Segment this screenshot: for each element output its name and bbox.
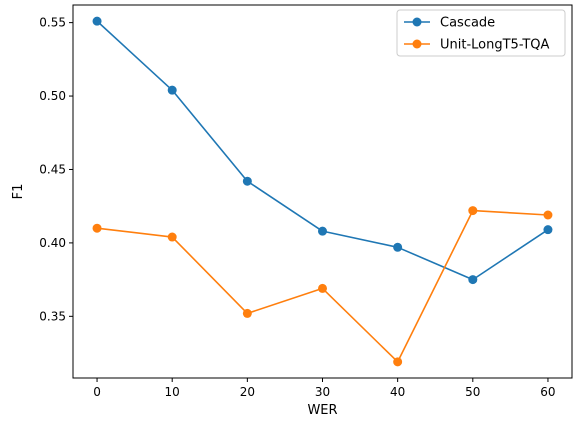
x-tick-label: 30 <box>315 385 330 399</box>
legend-label: Unit-LongT5-TQA <box>440 38 549 53</box>
legend-box <box>396 9 566 57</box>
series-unit-longt5-tqa <box>92 206 553 367</box>
y-tick-label: 0.45 <box>39 162 66 176</box>
series-cascade <box>92 16 553 285</box>
plot-frame <box>72 4 573 379</box>
series-layer <box>92 16 553 367</box>
legend-item: Cascade <box>404 16 495 31</box>
x-axis-label: WER <box>307 403 337 418</box>
data-point-cascade <box>242 176 252 186</box>
y-tick-label: 0.35 <box>39 309 66 323</box>
data-point-cascade <box>543 225 553 235</box>
y-tick-label: 0.40 <box>39 236 66 250</box>
data-point-unit-longt5-tqa <box>167 232 177 242</box>
data-point-cascade <box>393 242 403 252</box>
ticks-layer: 0 10 20 30 40 50 60 0.35 0.40 0.45 0.50 0.55 <box>39 16 555 399</box>
data-point-unit-longt5-tqa <box>242 308 252 318</box>
y-tick-label: 0.50 <box>39 89 66 103</box>
x-tick-label: 40 <box>390 385 405 399</box>
legend-marker <box>412 39 422 49</box>
x-tick-label: 50 <box>465 385 480 399</box>
data-point-unit-longt5-tqa <box>393 357 403 367</box>
x-tick-label: 20 <box>240 385 255 399</box>
legend-item: Unit-LongT5-TQA <box>404 38 549 53</box>
data-point-unit-longt5-tqa <box>468 206 478 216</box>
y-tick-label: 0.55 <box>39 16 66 30</box>
legend-marker <box>412 17 422 27</box>
data-point-cascade <box>468 275 478 285</box>
legend: Cascade Unit-LongT5-TQA <box>396 9 566 57</box>
x-tick-label: 0 <box>93 385 101 399</box>
data-point-unit-longt5-tqa <box>543 210 553 220</box>
data-point-cascade <box>318 226 327 236</box>
y-axis-label: F1 <box>11 184 26 200</box>
data-point-cascade <box>167 85 177 95</box>
data-point-cascade <box>92 16 102 26</box>
legend-label: Cascade <box>440 16 495 31</box>
data-point-unit-longt5-tqa <box>318 283 327 293</box>
x-tick-label: 10 <box>165 385 180 399</box>
x-tick-label: 60 <box>540 385 555 399</box>
data-point-unit-longt5-tqa <box>92 223 102 233</box>
